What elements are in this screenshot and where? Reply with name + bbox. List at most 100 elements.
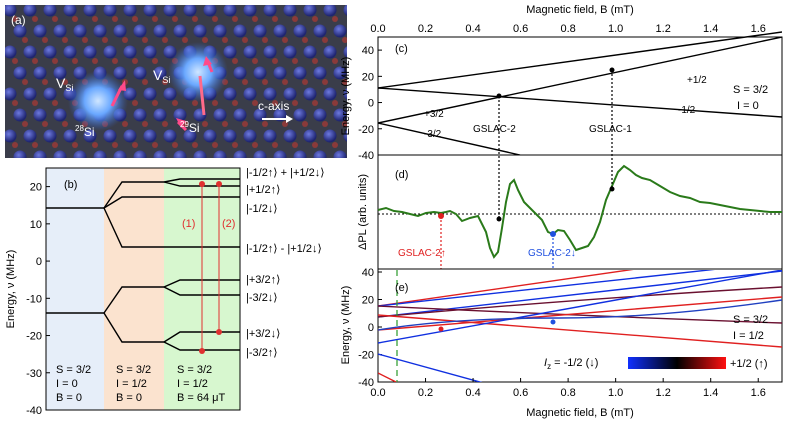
lattice-bond-atom: [282, 79, 288, 85]
panel-c-label: (c): [395, 43, 408, 55]
lattice-bond-atom: [112, 16, 118, 22]
lattice-bond-atom: [262, 79, 268, 85]
lattice-bond-atom: [242, 79, 248, 85]
lattice-bond-atom: [262, 37, 268, 43]
lattice-bond-atom: [322, 121, 328, 127]
lattice-bond-atom: [112, 142, 118, 148]
panel-e-ylabel: Energy, ν (MHz): [340, 286, 352, 365]
lattice-bond-atom: [92, 16, 98, 22]
lattice-bond-atom: [282, 37, 288, 43]
lattice-bond-atom: [232, 58, 238, 64]
lattice-bond-atom: [362, 37, 368, 43]
lattice-bond-atom: [72, 142, 78, 148]
lattice-atom: [213, 150, 227, 158]
lattice-atom: [13, 150, 27, 158]
lattice-atom: [253, 24, 267, 38]
lattice-bond-atom: [92, 142, 98, 148]
lattice-atom: [33, 66, 47, 80]
lattice-bond-atom: [162, 37, 168, 43]
lattice-atom: [83, 5, 97, 17]
lattice-atom: [33, 150, 47, 158]
lattice-atom: [5, 129, 17, 143]
lattice-atom: [143, 45, 157, 59]
lattice-atom: [213, 24, 227, 38]
vsi-left-label: VSi: [56, 75, 73, 93]
panel-a: (a) VSi VSi 28Si 29Si c-axis: [5, 5, 368, 169]
lattice-atom: [103, 5, 117, 17]
lattice-atom: [143, 129, 157, 143]
e-xtick-label: 0.2: [418, 387, 433, 399]
c-top-xtick-label: 1.2: [656, 23, 671, 35]
lattice-bond-atom: [272, 16, 278, 22]
lattice-bond-atom: [232, 100, 238, 106]
lattice-bond-atom: [212, 100, 218, 106]
lattice-bond-atom: [312, 58, 318, 64]
vacancy-left-glow: [68, 71, 128, 131]
col1-b: B = 0: [56, 392, 82, 404]
lattice-bond-atom: [152, 16, 158, 22]
lattice-atom: [33, 24, 47, 38]
pl-trace: [377, 164, 782, 259]
si28-label: 28Si: [75, 124, 95, 139]
lattice-atom: [333, 108, 347, 122]
label-plus-half: +1/2: [687, 75, 707, 86]
lattice-atom: [113, 66, 127, 80]
lattice-bond-atom: [132, 142, 138, 148]
vacancy-right-glow: [168, 42, 228, 102]
lattice-bond-atom: [212, 16, 218, 22]
lattice-atom: [343, 88, 347, 100]
lattice-bond-atom: [292, 58, 298, 64]
lattice-atom: [333, 150, 347, 158]
lattice-bond-atom: [152, 142, 158, 148]
b-ytick-label: -20: [26, 331, 42, 343]
lattice-atom: [243, 45, 257, 59]
lattice-bond-atom: [272, 58, 278, 64]
lattice-atom: [243, 87, 257, 101]
c-ytick-label: -40: [358, 150, 374, 162]
lattice-atom: [73, 150, 87, 158]
c-top-xtick-label: 0.4: [465, 23, 480, 35]
state-label-6: |+3/2↓⟩: [246, 328, 280, 340]
lattice-atom: [153, 66, 167, 80]
b-ytick-label: 0: [36, 256, 42, 268]
lattice-atom: [13, 108, 27, 122]
transition1-top-dot: [199, 181, 205, 187]
b-ytick-label: 20: [30, 182, 42, 194]
lattice-atom: [63, 129, 77, 143]
panel-c-param-i: I = 0: [737, 100, 759, 112]
lattice-bond-atom: [42, 79, 48, 85]
e-xtick-label: 1.4: [703, 387, 718, 399]
lattice-atom: [23, 129, 37, 143]
lattice-atom: [333, 66, 347, 80]
lattice-bond-atom: [132, 100, 138, 106]
label-minus-three-half: -3/2: [424, 129, 442, 140]
lattice-bond-atom: [272, 100, 278, 106]
lattice-bond-atom: [152, 100, 158, 106]
lattice-atom: [223, 5, 237, 17]
state-label-4: |+3/2↑⟩: [246, 274, 280, 286]
gslac2-pl-point: [496, 216, 502, 222]
lattice-bond-atom: [62, 121, 68, 127]
lattice-bond-atom: [222, 37, 228, 43]
lattice-atom: [283, 129, 297, 143]
lattice-bond-atom: [342, 163, 348, 169]
lattice-bond-atom: [22, 79, 28, 85]
lattice-atom: [143, 87, 157, 101]
lattice-bond-atom: [302, 37, 308, 43]
column-parameters: S = 3/2 I = 0 B = 0 S = 3/2 I = 1/2 B = …: [56, 364, 226, 404]
e-xtick-label: 0.8: [560, 387, 575, 399]
lattice-bond-atom: [22, 37, 28, 43]
spin-arrow-left-head: [118, 80, 126, 91]
b-ytick-label: -30: [26, 368, 42, 380]
lattice-bond-atom: [192, 16, 198, 22]
lattice-bond-atom: [12, 142, 18, 148]
col3-b: B = 64 μT: [177, 392, 226, 404]
lattice-atom: [303, 129, 317, 143]
b-ytick-label: -10: [26, 293, 42, 305]
panel-c-lines: [378, 31, 782, 155]
lattice-atom: [203, 129, 217, 143]
state-labels: |-1/2↑⟩ + |+1/2↓⟩ |+1/2↑⟩ |-1/2↓⟩ |-1/2↑…: [246, 167, 325, 359]
lattice-atom: [23, 5, 37, 17]
lattice-bond-atom: [332, 142, 338, 148]
